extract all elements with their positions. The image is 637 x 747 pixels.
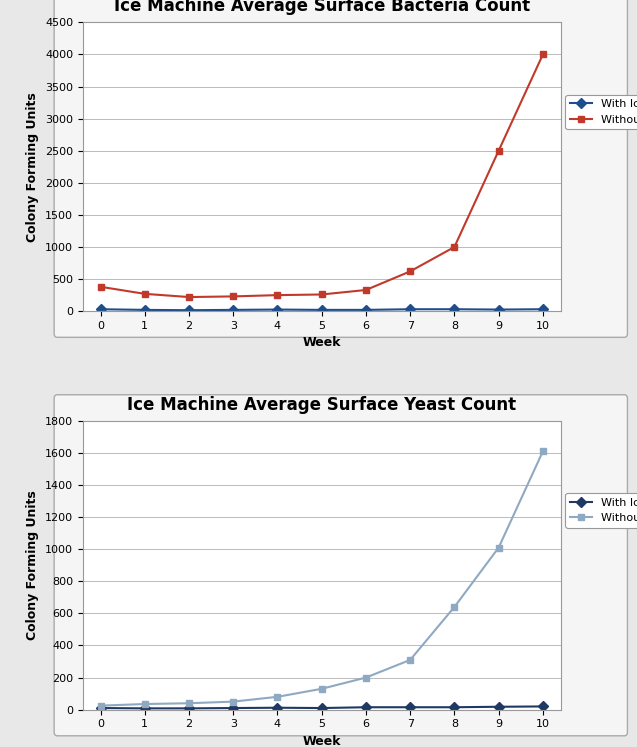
With IceZone <box>185 306 193 314</box>
With IceZone <box>141 306 148 314</box>
Without IceZone <box>274 692 282 701</box>
Without IceZone <box>185 293 193 302</box>
Line: Without IceZone: Without IceZone <box>97 448 547 709</box>
With IceZone <box>362 306 369 314</box>
With IceZone <box>495 305 503 314</box>
Without IceZone <box>318 684 326 693</box>
Without IceZone <box>406 655 414 664</box>
With IceZone <box>185 704 193 713</box>
Without IceZone <box>229 292 237 301</box>
With IceZone <box>406 305 414 314</box>
Without IceZone <box>495 146 503 155</box>
X-axis label: Week: Week <box>303 336 341 350</box>
With IceZone <box>450 703 458 712</box>
Without IceZone <box>229 697 237 706</box>
With IceZone <box>539 702 547 711</box>
Without IceZone <box>141 699 148 708</box>
With IceZone <box>97 704 104 713</box>
With IceZone <box>274 305 282 314</box>
Y-axis label: Colony Forming Units: Colony Forming Units <box>26 92 39 242</box>
With IceZone <box>362 703 369 712</box>
With IceZone <box>229 306 237 314</box>
Without IceZone <box>318 290 326 299</box>
Y-axis label: Colony Forming Units: Colony Forming Units <box>26 490 39 640</box>
Line: With IceZone: With IceZone <box>97 703 547 712</box>
Legend: With IceZone, Without IceZone: With IceZone, Without IceZone <box>566 95 637 129</box>
X-axis label: Week: Week <box>303 735 341 747</box>
With IceZone <box>229 704 237 713</box>
With IceZone <box>495 702 503 711</box>
Without IceZone <box>539 447 547 456</box>
Without IceZone <box>450 603 458 612</box>
Without IceZone <box>362 285 369 294</box>
With IceZone <box>406 703 414 712</box>
Without IceZone <box>495 543 503 552</box>
With IceZone <box>539 305 547 314</box>
Title: Ice Machine Average Surface Bacteria Count: Ice Machine Average Surface Bacteria Cou… <box>113 0 530 15</box>
With IceZone <box>318 306 326 314</box>
With IceZone <box>141 704 148 713</box>
Without IceZone <box>274 291 282 300</box>
Legend: With IceZone, Without IceZone: With IceZone, Without IceZone <box>566 493 637 527</box>
Without IceZone <box>362 673 369 682</box>
With IceZone <box>274 703 282 712</box>
Title: Ice Machine Average Surface Yeast Count: Ice Machine Average Surface Yeast Count <box>127 396 516 414</box>
Without IceZone <box>97 282 104 291</box>
Without IceZone <box>539 50 547 59</box>
Without IceZone <box>450 243 458 252</box>
With IceZone <box>450 305 458 314</box>
With IceZone <box>318 704 326 713</box>
With IceZone <box>97 305 104 314</box>
Without IceZone <box>97 701 104 710</box>
Without IceZone <box>141 289 148 298</box>
Line: With IceZone: With IceZone <box>97 306 547 314</box>
Without IceZone <box>185 698 193 707</box>
Without IceZone <box>406 267 414 276</box>
Line: Without IceZone: Without IceZone <box>97 51 547 300</box>
